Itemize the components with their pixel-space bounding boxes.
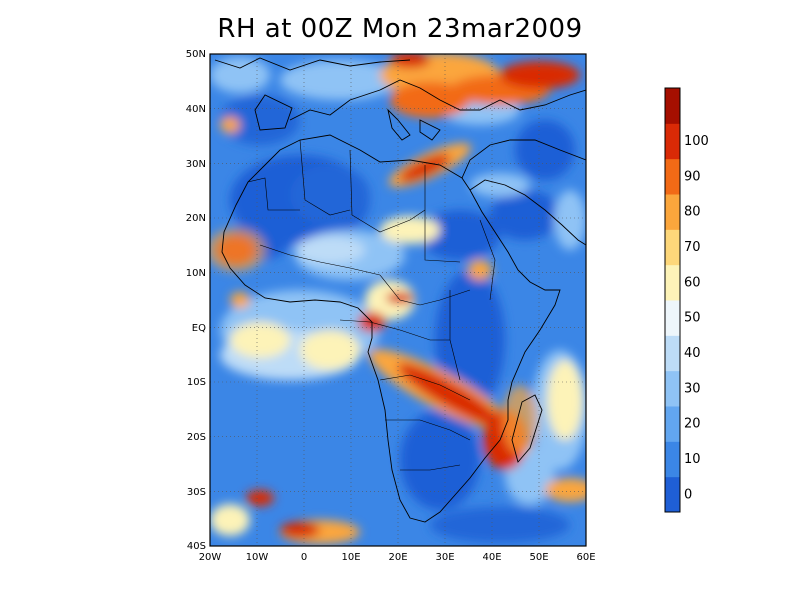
colorbar-frame bbox=[664, 87, 681, 513]
colorbar-swatch bbox=[665, 229, 680, 266]
colorbar-label: 10 bbox=[684, 452, 701, 467]
colorbar-swatch bbox=[665, 158, 680, 195]
lon-label: 30E bbox=[435, 552, 454, 563]
lat-axis: 50N 40N 30N 20N 10N EQ 10S 20S 30S 40S bbox=[186, 49, 206, 552]
lon-label: 50E bbox=[529, 552, 548, 563]
map-title: RH at 00Z Mon 23mar2009 bbox=[217, 14, 583, 44]
lat-label: 40S bbox=[187, 541, 206, 552]
colorbar-label: 80 bbox=[684, 205, 701, 220]
lat-label: 40N bbox=[186, 104, 206, 115]
lon-label: 10E bbox=[341, 552, 360, 563]
colorbar-swatch bbox=[665, 300, 680, 336]
humidity-field bbox=[210, 54, 586, 546]
map-frame bbox=[209, 53, 587, 547]
colorbar-label: 30 bbox=[684, 381, 701, 396]
colorbar-label: 0 bbox=[684, 487, 692, 502]
lat-label: 20S bbox=[187, 432, 206, 443]
colorbar-swatch bbox=[665, 441, 680, 478]
colorbar-label: 70 bbox=[684, 240, 701, 255]
colorbar-swatch bbox=[665, 264, 680, 301]
colorbar-label: 20 bbox=[684, 417, 701, 432]
colorbar-swatch bbox=[665, 88, 680, 124]
lon-label: 10W bbox=[246, 552, 269, 563]
lat-label: EQ bbox=[192, 323, 206, 334]
colorbar-label: 60 bbox=[684, 275, 701, 290]
colorbar-swatch bbox=[665, 335, 680, 372]
colorbar-swatch bbox=[665, 194, 680, 230]
lat-label: 30N bbox=[186, 159, 206, 170]
colorbar-label: 50 bbox=[684, 311, 701, 326]
lat-label: 50N bbox=[186, 49, 206, 60]
lon-axis: 20W 10W 0 10E 20E 30E 40E 50E 60E bbox=[199, 552, 596, 563]
lon-label: 40E bbox=[482, 552, 501, 563]
lon-label: 60E bbox=[576, 552, 595, 563]
colorbar-swatch bbox=[665, 370, 680, 407]
colorbar-label: 100 bbox=[684, 134, 709, 149]
lat-label: 10N bbox=[186, 268, 206, 279]
colorbar-swatch bbox=[665, 476, 680, 513]
lat-label: 20N bbox=[186, 213, 206, 224]
colorbar-swatch bbox=[665, 406, 680, 442]
colorbar-label: 90 bbox=[684, 169, 701, 184]
borders bbox=[247, 139, 496, 471]
colorbar-swatch bbox=[665, 123, 680, 160]
colorbar: 0 10 20 30 40 50 60 70 80 90 100 bbox=[664, 87, 709, 513]
lon-label: 20E bbox=[388, 552, 407, 563]
colorbar-label: 40 bbox=[684, 346, 701, 361]
coastlines bbox=[214, 57, 586, 523]
lon-label: 0 bbox=[301, 552, 307, 563]
lon-label: 20W bbox=[199, 552, 222, 563]
lat-label: 10S bbox=[187, 377, 206, 388]
lat-label: 30S bbox=[187, 487, 206, 498]
